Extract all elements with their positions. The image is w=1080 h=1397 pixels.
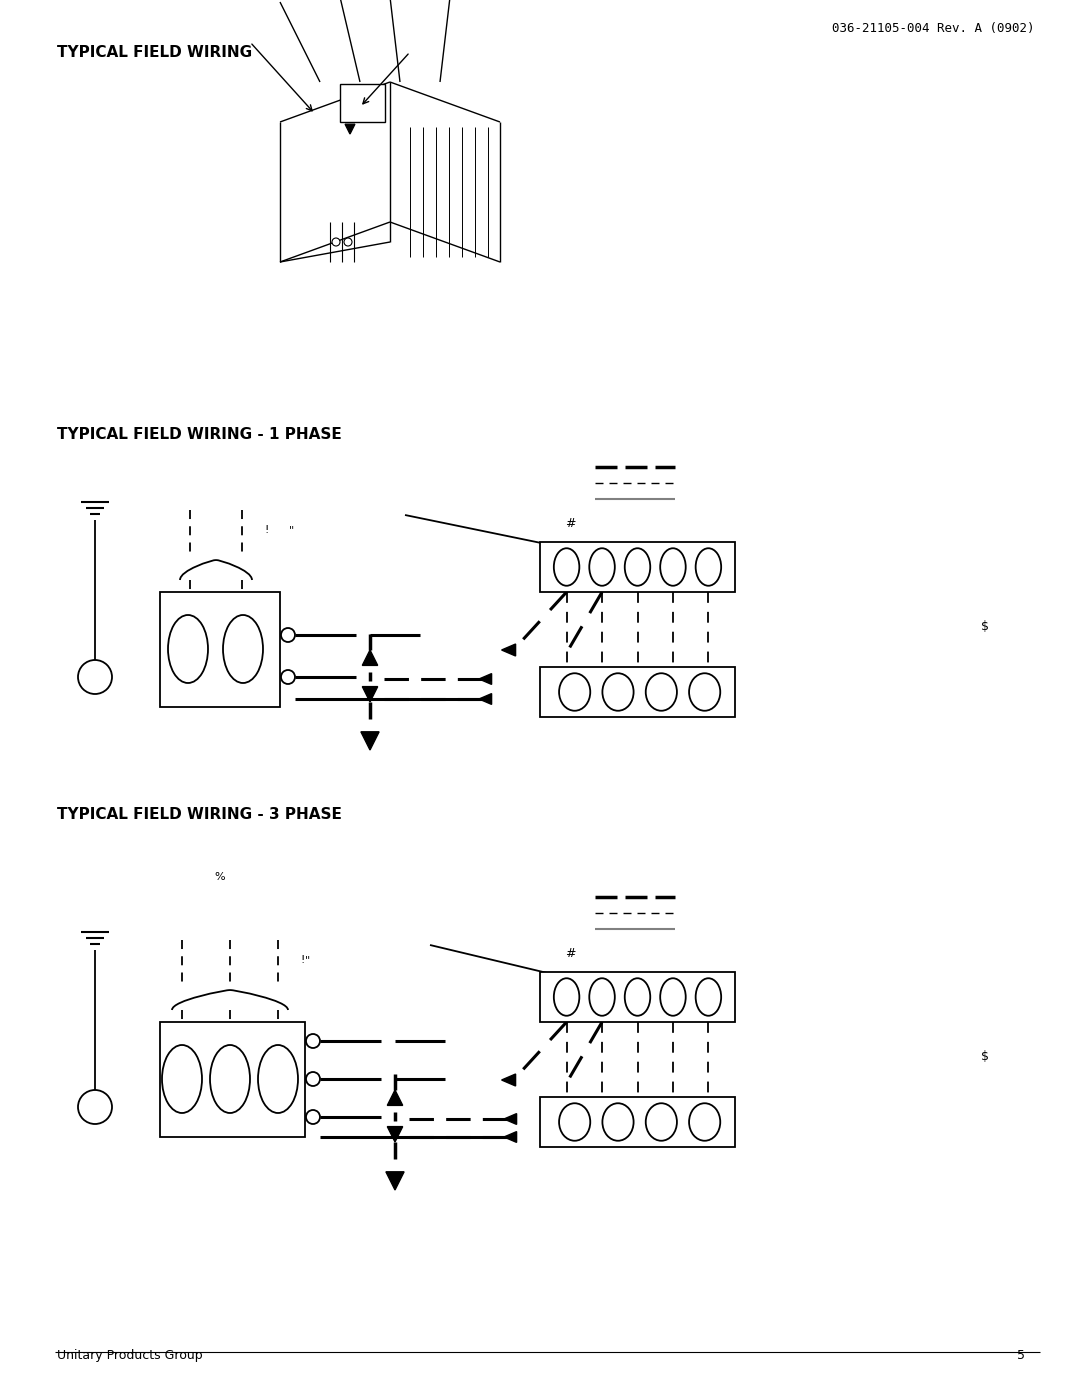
Ellipse shape — [554, 978, 579, 1016]
Ellipse shape — [258, 1045, 298, 1113]
Polygon shape — [386, 1172, 404, 1190]
Text: !: ! — [301, 956, 306, 965]
Bar — [540, 666, 735, 717]
Ellipse shape — [168, 615, 208, 683]
Ellipse shape — [590, 978, 615, 1016]
Ellipse shape — [689, 673, 720, 711]
Ellipse shape — [689, 1104, 720, 1141]
Bar — [540, 1097, 735, 1147]
Polygon shape — [480, 693, 491, 704]
Polygon shape — [362, 686, 378, 703]
Ellipse shape — [210, 1045, 249, 1113]
Text: TYPICAL FIELD WIRING - 3 PHASE: TYPICAL FIELD WIRING - 3 PHASE — [57, 807, 342, 821]
Ellipse shape — [696, 548, 721, 585]
Ellipse shape — [660, 548, 686, 585]
Text: ": " — [289, 525, 295, 535]
Polygon shape — [501, 1074, 515, 1085]
Circle shape — [281, 629, 295, 643]
Text: 036-21105-004 Rev. A (0902): 036-21105-004 Rev. A (0902) — [833, 22, 1035, 35]
Ellipse shape — [162, 1045, 202, 1113]
Text: $: $ — [981, 1051, 989, 1063]
Circle shape — [306, 1034, 320, 1048]
Text: ": " — [306, 956, 311, 965]
Polygon shape — [504, 1132, 516, 1143]
Polygon shape — [346, 124, 355, 134]
Ellipse shape — [590, 548, 615, 585]
Ellipse shape — [559, 673, 591, 711]
Ellipse shape — [222, 615, 264, 683]
Ellipse shape — [696, 978, 721, 1016]
Text: !: ! — [265, 525, 269, 535]
Text: TYPICAL FIELD WIRING - 1 PHASE: TYPICAL FIELD WIRING - 1 PHASE — [57, 427, 341, 441]
Polygon shape — [388, 1126, 403, 1141]
Bar — [160, 1023, 305, 1137]
Bar — [160, 592, 280, 707]
Text: Unitary Products Group: Unitary Products Group — [57, 1350, 203, 1362]
Ellipse shape — [559, 1104, 591, 1141]
Circle shape — [306, 1111, 320, 1125]
Ellipse shape — [646, 1104, 677, 1141]
Text: %: % — [215, 872, 226, 882]
Text: TYPICAL FIELD WIRING: TYPICAL FIELD WIRING — [57, 45, 252, 60]
Polygon shape — [504, 1113, 516, 1125]
Ellipse shape — [624, 978, 650, 1016]
Bar — [540, 972, 735, 1023]
Circle shape — [78, 659, 112, 694]
Bar — [340, 84, 384, 122]
Circle shape — [345, 237, 352, 246]
Text: #: # — [565, 947, 576, 960]
Text: #: # — [565, 517, 576, 529]
Polygon shape — [388, 1090, 403, 1105]
Circle shape — [306, 1071, 320, 1085]
Ellipse shape — [603, 673, 634, 711]
Ellipse shape — [660, 978, 686, 1016]
Circle shape — [78, 1090, 112, 1125]
Polygon shape — [362, 650, 378, 665]
Text: $: $ — [981, 620, 989, 633]
Ellipse shape — [603, 1104, 634, 1141]
Circle shape — [332, 237, 340, 246]
Ellipse shape — [646, 673, 677, 711]
Ellipse shape — [624, 548, 650, 585]
Polygon shape — [361, 732, 379, 750]
Circle shape — [281, 671, 295, 685]
Bar — [540, 542, 735, 592]
Text: 5: 5 — [1017, 1350, 1025, 1362]
Polygon shape — [480, 673, 491, 685]
Ellipse shape — [554, 548, 579, 585]
Polygon shape — [501, 644, 515, 657]
